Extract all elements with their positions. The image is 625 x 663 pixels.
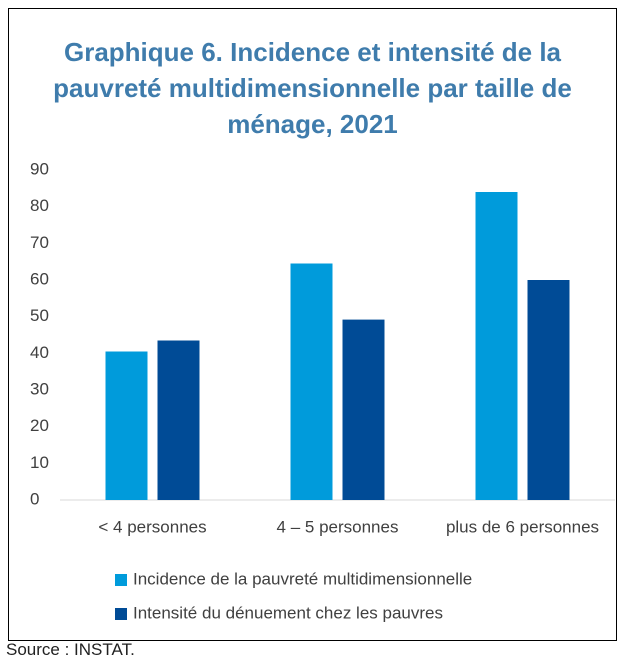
legend-swatch: [115, 608, 127, 620]
bar: [527, 280, 570, 500]
y-tick-label: 10: [30, 453, 49, 472]
y-tick-label: 80: [30, 196, 49, 215]
y-tick-label: 60: [30, 269, 49, 288]
legend-label: Incidence de la pauvreté multidimensionn…: [133, 569, 472, 588]
y-tick-label: 20: [30, 416, 49, 435]
source-note: Source : INSTAT.: [6, 640, 135, 659]
y-tick-label: 0: [30, 489, 39, 508]
legend-swatch: [115, 574, 127, 586]
bar: [157, 340, 200, 500]
y-tick-label: 50: [30, 306, 49, 325]
x-tick-label: plus de 6 personnes: [446, 517, 599, 536]
x-tick-label: 4 – 5 personnes: [277, 517, 399, 536]
chart-title: Graphique 6. Incidence et intensité de l…: [53, 37, 572, 139]
y-tick-label: 70: [30, 233, 49, 252]
bar: [475, 192, 518, 500]
chart-border: [8, 8, 617, 641]
bar: [290, 263, 333, 500]
y-tick-label: 30: [30, 379, 49, 398]
y-tick-label: 40: [30, 343, 49, 362]
y-tick-label: 90: [30, 159, 49, 178]
legend-label: Intensité du dénuement chez les pauvres: [133, 603, 443, 622]
bar: [105, 351, 148, 500]
bar: [342, 319, 385, 500]
x-tick-label: < 4 personnes: [98, 517, 206, 536]
